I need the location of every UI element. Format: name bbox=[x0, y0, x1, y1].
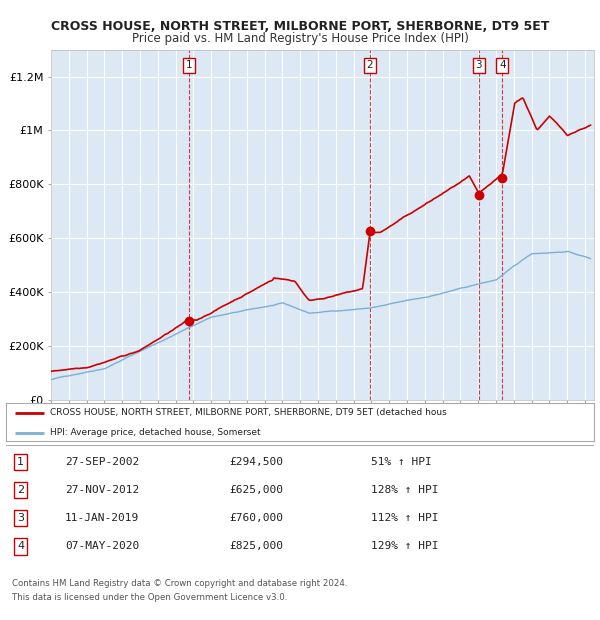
Text: 4: 4 bbox=[17, 541, 24, 551]
Text: 4: 4 bbox=[499, 60, 506, 70]
Text: 51% ↑ HPI: 51% ↑ HPI bbox=[371, 457, 431, 467]
Text: 11-JAN-2019: 11-JAN-2019 bbox=[65, 513, 139, 523]
Text: CROSS HOUSE, NORTH STREET, MILBORNE PORT, SHERBORNE, DT9 5ET: CROSS HOUSE, NORTH STREET, MILBORNE PORT… bbox=[51, 20, 549, 32]
Text: £625,000: £625,000 bbox=[229, 485, 283, 495]
Text: £825,000: £825,000 bbox=[229, 541, 283, 551]
Text: £760,000: £760,000 bbox=[229, 513, 283, 523]
Text: 128% ↑ HPI: 128% ↑ HPI bbox=[371, 485, 438, 495]
Text: 27-NOV-2012: 27-NOV-2012 bbox=[65, 485, 139, 495]
Text: 112% ↑ HPI: 112% ↑ HPI bbox=[371, 513, 438, 523]
Text: 129% ↑ HPI: 129% ↑ HPI bbox=[371, 541, 438, 551]
Text: HPI: Average price, detached house, Somerset: HPI: Average price, detached house, Some… bbox=[50, 428, 261, 438]
Text: Contains HM Land Registry data © Crown copyright and database right 2024.: Contains HM Land Registry data © Crown c… bbox=[12, 579, 347, 588]
Text: 2: 2 bbox=[17, 485, 24, 495]
Text: CROSS HOUSE, NORTH STREET, MILBORNE PORT, SHERBORNE, DT9 5ET (detached hous: CROSS HOUSE, NORTH STREET, MILBORNE PORT… bbox=[50, 408, 447, 417]
Text: 2: 2 bbox=[367, 60, 373, 70]
Text: £294,500: £294,500 bbox=[229, 457, 283, 467]
Text: 1: 1 bbox=[17, 457, 24, 467]
Text: Price paid vs. HM Land Registry's House Price Index (HPI): Price paid vs. HM Land Registry's House … bbox=[131, 32, 469, 45]
Text: 3: 3 bbox=[17, 513, 24, 523]
Text: 07-MAY-2020: 07-MAY-2020 bbox=[65, 541, 139, 551]
Text: This data is licensed under the Open Government Licence v3.0.: This data is licensed under the Open Gov… bbox=[12, 593, 287, 601]
Text: 3: 3 bbox=[476, 60, 482, 70]
Text: 27-SEP-2002: 27-SEP-2002 bbox=[65, 457, 139, 467]
Text: 1: 1 bbox=[185, 60, 192, 70]
